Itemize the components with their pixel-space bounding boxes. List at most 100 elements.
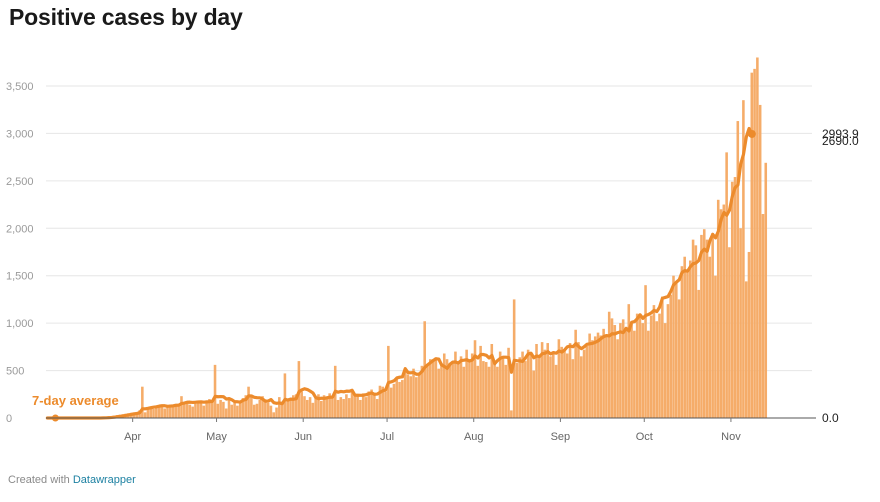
daily-case-bar bbox=[658, 313, 661, 418]
daily-case-bar bbox=[286, 400, 289, 418]
daily-case-bar bbox=[440, 362, 443, 418]
daily-case-bar bbox=[568, 343, 572, 418]
x-tick-label: Jun bbox=[294, 431, 312, 443]
daily-case-bar bbox=[454, 351, 457, 418]
daily-case-bar bbox=[725, 152, 728, 419]
daily-case-bar bbox=[498, 351, 502, 418]
daily-case-bar bbox=[398, 381, 401, 418]
daily-case-bar bbox=[149, 408, 153, 418]
daily-case-bar bbox=[160, 407, 164, 418]
daily-case-bar bbox=[641, 323, 645, 418]
seven-day-average-line bbox=[45, 126, 754, 420]
daily-case-bar bbox=[213, 364, 217, 418]
daily-case-bar bbox=[666, 304, 670, 418]
daily-case-bar bbox=[702, 229, 706, 418]
x-tick-label: Sep bbox=[551, 431, 571, 443]
x-tick-label: Oct bbox=[636, 431, 653, 443]
daily-case-bar bbox=[652, 305, 656, 418]
daily-case-bar bbox=[205, 402, 208, 418]
daily-case-bar bbox=[621, 319, 625, 418]
gridlines bbox=[46, 85, 812, 372]
daily-case-bar bbox=[733, 177, 737, 418]
daily-case-bar bbox=[350, 389, 354, 418]
daily-case-bar bbox=[565, 353, 569, 418]
daily-case-bar bbox=[208, 399, 211, 418]
y-tick-label: 2,000 bbox=[6, 223, 34, 235]
daily-case-bar bbox=[236, 405, 239, 418]
daily-case-bar bbox=[311, 402, 315, 418]
daily-case-bar bbox=[672, 275, 675, 418]
x-tick-label: Aug bbox=[464, 431, 484, 443]
daily-case-bar bbox=[373, 394, 376, 418]
daily-case-bar bbox=[448, 364, 452, 418]
average-line-layer bbox=[45, 126, 756, 422]
daily-case-bar bbox=[487, 366, 491, 418]
daily-case-bar bbox=[174, 403, 178, 418]
daily-case-bar bbox=[370, 389, 373, 418]
daily-case-bar bbox=[222, 401, 225, 418]
daily-case-bar bbox=[294, 394, 298, 418]
daily-case-bar bbox=[437, 368, 440, 418]
daily-case-bar bbox=[141, 386, 144, 418]
daily-case-bar bbox=[543, 349, 547, 418]
x-tick-label: Apr bbox=[124, 431, 141, 443]
daily-case-bar bbox=[216, 403, 220, 418]
daily-case-bar bbox=[238, 401, 242, 418]
x-tick-label: Nov bbox=[721, 431, 741, 443]
datawrapper-link[interactable]: Datawrapper bbox=[72, 474, 136, 486]
daily-case-bar bbox=[546, 343, 549, 418]
daily-case-bar bbox=[596, 332, 600, 418]
daily-case-bar bbox=[185, 400, 189, 418]
daily-case-bar bbox=[258, 399, 262, 418]
daily-case-bar bbox=[484, 362, 488, 418]
daily-case-bar bbox=[663, 323, 667, 418]
daily-case-bar bbox=[442, 353, 446, 418]
daily-case-bar bbox=[736, 121, 740, 419]
daily-case-bar bbox=[305, 399, 309, 418]
daily-case-bar bbox=[680, 266, 684, 418]
daily-case-bar bbox=[758, 104, 762, 419]
daily-case-bar bbox=[677, 299, 681, 418]
daily-case-bar bbox=[166, 405, 169, 418]
daily-case-bar bbox=[512, 299, 516, 418]
daily-case-bar bbox=[347, 398, 351, 418]
daily-case-bar bbox=[490, 344, 494, 418]
daily-case-bar bbox=[303, 396, 306, 418]
daily-case-bar bbox=[317, 394, 320, 418]
daily-case-bar bbox=[591, 340, 594, 418]
chart-labels: 0 500 1,000 1,500 2,000 2,500 3,000 3,500 Apr May… bbox=[6, 81, 859, 443]
daily-case-bar bbox=[367, 391, 371, 418]
daily-case-bar bbox=[392, 383, 396, 418]
daily-case-bar bbox=[255, 403, 259, 418]
daily-case-bar bbox=[339, 397, 343, 418]
daily-case-bar bbox=[289, 399, 292, 418]
daily-case-bar bbox=[456, 362, 460, 418]
daily-case-bar bbox=[297, 361, 301, 418]
daily-case-bar bbox=[744, 281, 748, 418]
daily-case-bar bbox=[538, 356, 541, 418]
daily-case-bar bbox=[747, 251, 751, 418]
daily-case-bar bbox=[624, 329, 628, 418]
daily-case-bar bbox=[336, 399, 340, 418]
daily-case-bar bbox=[177, 405, 180, 418]
daily-case-bar bbox=[655, 321, 659, 418]
daily-case-bar bbox=[627, 304, 631, 418]
y-tick-label: 1,000 bbox=[6, 318, 34, 330]
daily-case-bar bbox=[649, 315, 653, 418]
daily-case-bar bbox=[644, 285, 647, 418]
daily-case-bar bbox=[619, 323, 622, 418]
daily-bars bbox=[101, 57, 768, 419]
daily-case-bar bbox=[325, 397, 329, 418]
daily-case-bar bbox=[342, 399, 345, 418]
daily-case-bar bbox=[389, 387, 393, 418]
daily-case-bar bbox=[613, 325, 617, 418]
daily-case-bar bbox=[616, 339, 619, 418]
daily-case-bar bbox=[526, 349, 530, 418]
daily-case-bar bbox=[395, 378, 399, 418]
daily-case-bar bbox=[250, 397, 253, 418]
daily-case-bar bbox=[524, 361, 527, 418]
average-end-label: 2993.9 bbox=[822, 127, 859, 141]
daily-case-bar bbox=[266, 402, 270, 418]
daily-case-bar bbox=[219, 399, 222, 418]
